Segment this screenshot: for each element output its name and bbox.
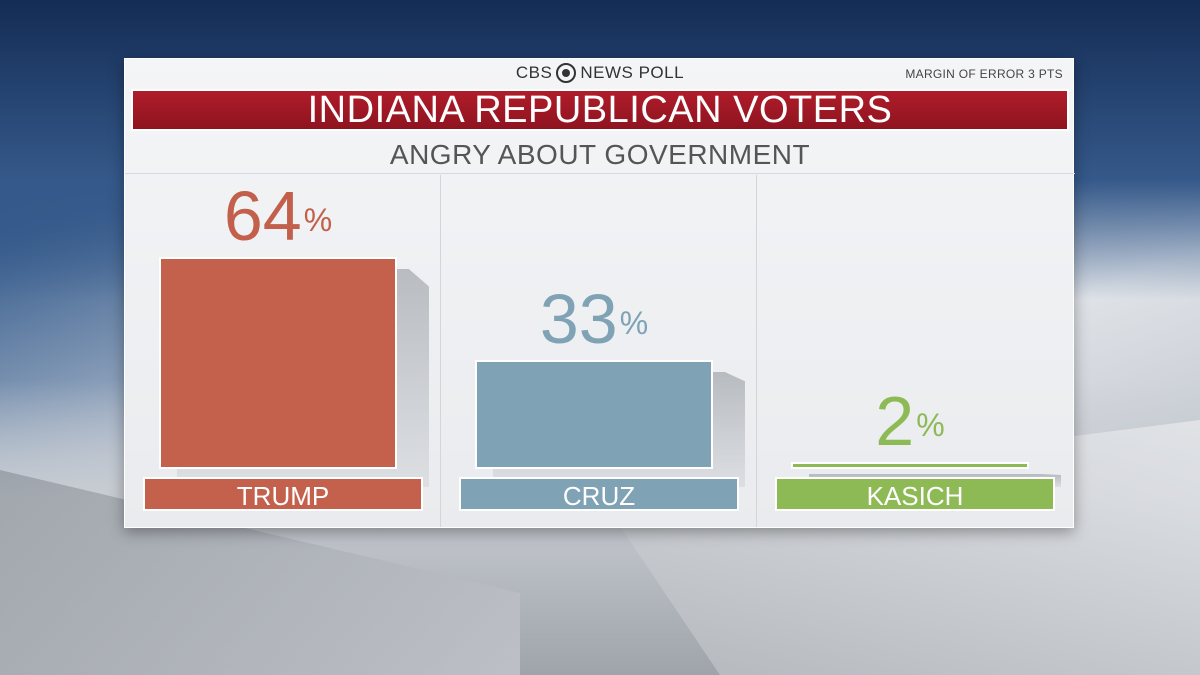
margin-of-error: MARGIN OF ERROR 3 PTS	[905, 67, 1063, 81]
percent-sign: %	[303, 202, 333, 238]
value-label-cruz: 33%	[475, 284, 713, 354]
percent-sign: %	[619, 305, 649, 341]
poll-panel: CBS NEWS POLL MARGIN OF ERROR 3 PTS INDIA…	[124, 58, 1075, 528]
bar-trump	[159, 257, 397, 469]
bar-kasich	[791, 462, 1029, 469]
value-number: 33	[539, 280, 618, 358]
percent-sign: %	[916, 407, 945, 443]
cbs-eye-icon	[556, 63, 577, 83]
bar-cruz	[475, 360, 713, 469]
logo-news-poll-text: NEWS POLL	[580, 63, 685, 82]
chart-title: INDIANA REPUBLICAN VOTERS	[131, 89, 1069, 131]
value-number: 64	[223, 177, 302, 255]
cbs-news-poll-logo: CBS NEWS POLL	[125, 63, 1075, 83]
chart-subtitle: ANGRY ABOUT GOVERNMENT	[125, 137, 1075, 174]
value-label-kasich: 2%	[791, 386, 1029, 456]
column-divider	[440, 175, 441, 527]
category-label-trump: TRUMP	[143, 477, 423, 511]
category-label-kasich: KASICH	[775, 477, 1055, 511]
logo-cbs-text: CBS	[515, 63, 553, 82]
value-label-trump: 64%	[159, 181, 397, 251]
value-number: 2	[875, 382, 915, 460]
category-label-cruz: CRUZ	[459, 477, 739, 511]
column-divider	[756, 175, 757, 527]
